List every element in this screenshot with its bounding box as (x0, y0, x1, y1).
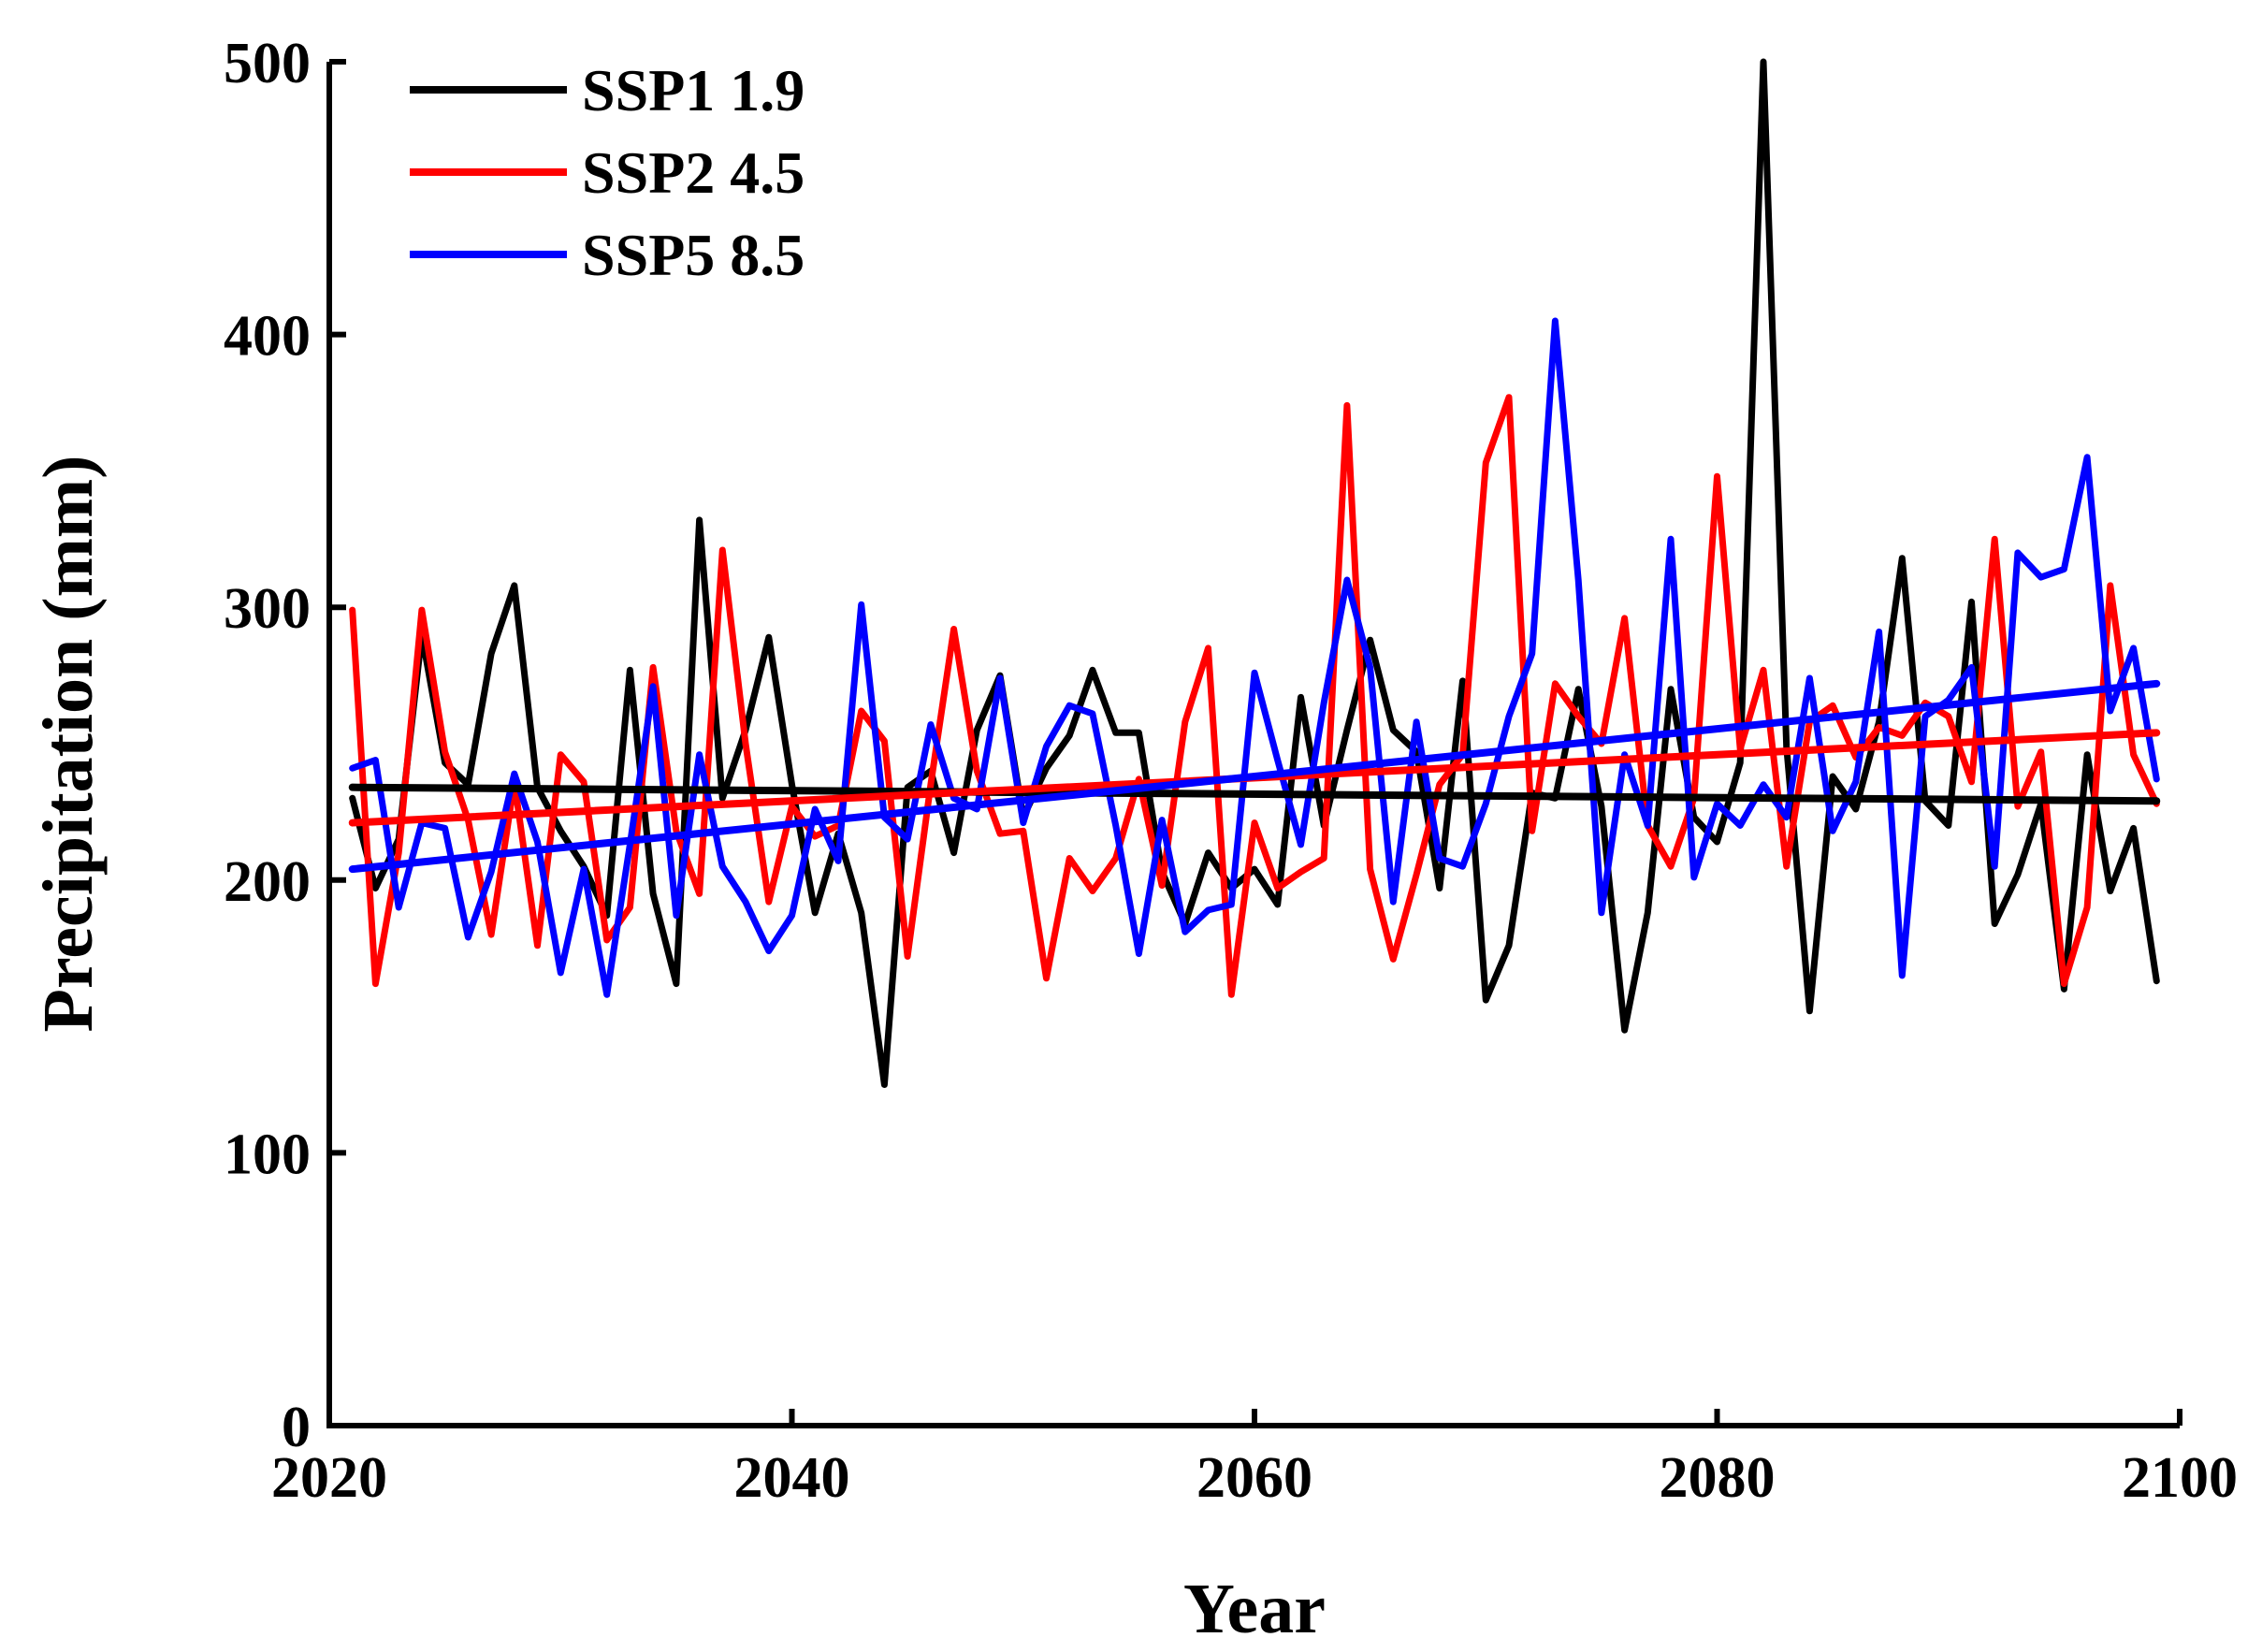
legend-label: SSP2 4.5 (582, 139, 805, 206)
trend-line-1 (348, 783, 2161, 805)
legend-label: SSP5 8.5 (582, 222, 805, 288)
x-axis-title: Year (1183, 1570, 1326, 1648)
y-axis-title: Precipitation (mm) (29, 456, 108, 1033)
series-line-3 (349, 317, 2160, 998)
x-tick-label: 2020 (271, 1446, 387, 1510)
series-line-1 (349, 58, 2160, 1088)
x-tick-label: 2060 (1196, 1446, 1312, 1510)
x-tick-label: 2080 (1660, 1446, 1776, 1510)
y-tick-label: 500 (224, 32, 311, 95)
legend: SSP1 1.9 SSP2 4.5 SSP5 8.5 (410, 57, 805, 288)
y-tick-label: 0 (282, 1396, 311, 1459)
y-tick-label: 100 (224, 1123, 311, 1186)
legend-label: SSP1 1.9 (582, 57, 805, 123)
y-tick-label: 400 (224, 305, 311, 369)
ticks-layer: 0 100 200 300 400 500 2020 2040 2060 2080 2100 (224, 32, 2238, 1510)
x-tick-label: 2040 (734, 1446, 850, 1510)
y-tick-label: 200 (224, 850, 311, 914)
x-tick-label: 2100 (2122, 1446, 2238, 1510)
y-tick-label: 300 (224, 577, 311, 641)
series-layer (348, 58, 2161, 1088)
trend-line-3 (348, 679, 2161, 874)
series-line-2 (349, 394, 2160, 998)
